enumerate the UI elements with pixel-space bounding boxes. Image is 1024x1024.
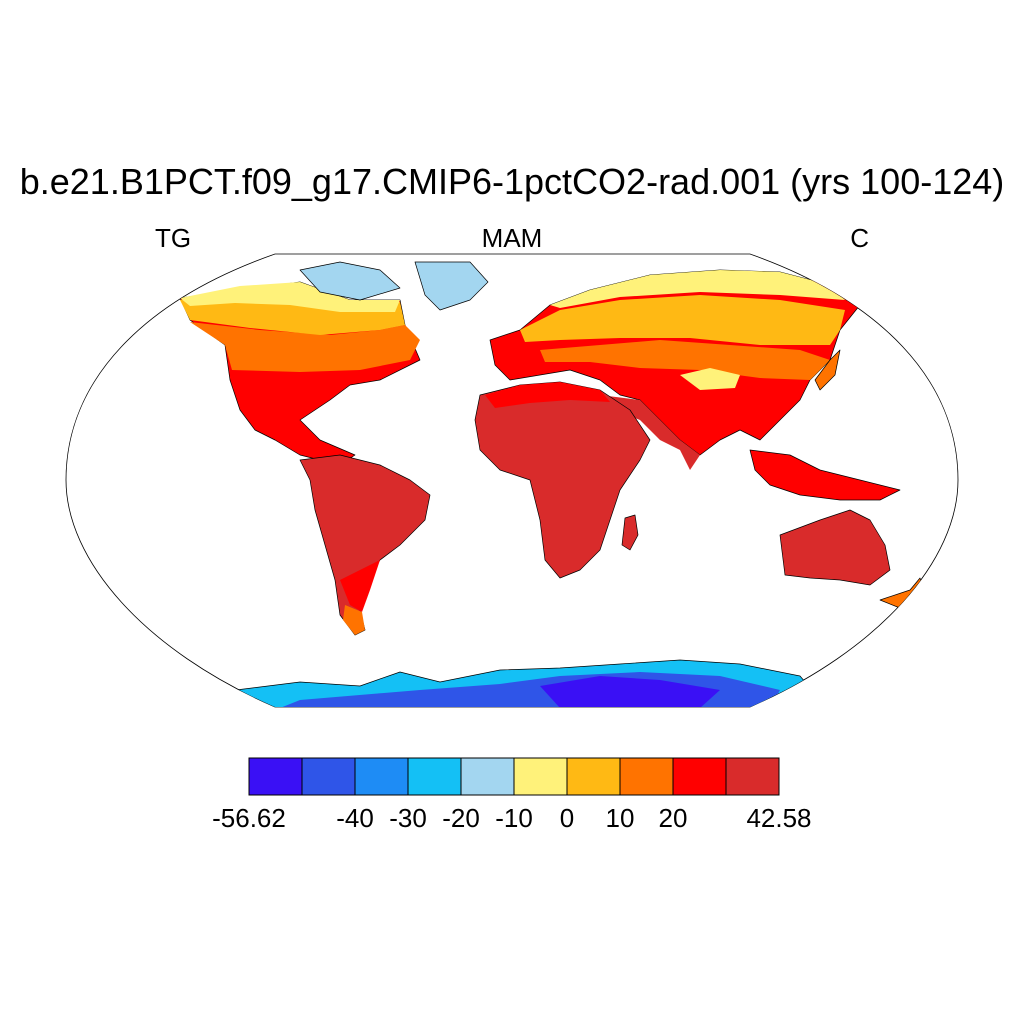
- antarctica-coldest-core: [540, 676, 720, 707]
- patagonia-band: [343, 605, 365, 635]
- colorbar-tick-label: 10: [606, 803, 635, 833]
- colorbar-tick-label: 0: [560, 803, 574, 833]
- colorbar-swatch: [619, 757, 674, 796]
- south-america-south-band: [340, 560, 380, 612]
- central-asia-band: [540, 340, 830, 380]
- southeast-asia-islands: [749, 449, 901, 501]
- units-label: C: [850, 223, 869, 253]
- canadian-arctic-band: [180, 282, 400, 312]
- japan-shape: [814, 349, 841, 391]
- colorbar-swatch: [725, 757, 780, 796]
- north-america-mid-band: [190, 322, 420, 372]
- variable-label: TG: [155, 223, 192, 253]
- tibet-patch: [680, 368, 740, 390]
- color-legend: -56.62 -40 -30 -20 -10 0 10 20 42.58: [212, 757, 812, 833]
- arctic-islands: [299, 261, 401, 301]
- colorbar-swatch: [672, 757, 727, 796]
- australia-shape: [779, 509, 891, 586]
- colorbar-swatch: [460, 757, 515, 796]
- colorbar-swatch: [407, 757, 462, 796]
- north-africa-band: [485, 382, 610, 408]
- colorbar-swatch: [248, 757, 303, 796]
- season-label: MAM: [481, 223, 543, 253]
- colorbar-tick-label: 42.58: [746, 803, 811, 833]
- world-map: [65, 253, 959, 708]
- siberia-band: [550, 270, 845, 308]
- colorbar-tick-label: 20: [659, 803, 688, 833]
- colorbar-tick-label: -20: [442, 803, 480, 833]
- colorbar-swatch: [354, 757, 409, 796]
- colorbar-swatch: [513, 757, 568, 796]
- colorbar-swatch: [301, 757, 356, 796]
- greenland-shape: [414, 261, 489, 311]
- north-asia-band: [520, 295, 845, 345]
- colorbar-tick-label: -30: [389, 803, 427, 833]
- colorbar-tick-label: -56.62: [212, 803, 286, 833]
- colorbar-tick-label: -10: [495, 803, 533, 833]
- map-title: b.e21.B1PCT.f09_g17.CMIP6-1pctCO2-rad.00…: [19, 161, 1005, 202]
- colorbar-tick-label: -40: [336, 803, 374, 833]
- madagascar-shape: [621, 514, 639, 551]
- colorbar-swatch: [566, 757, 621, 796]
